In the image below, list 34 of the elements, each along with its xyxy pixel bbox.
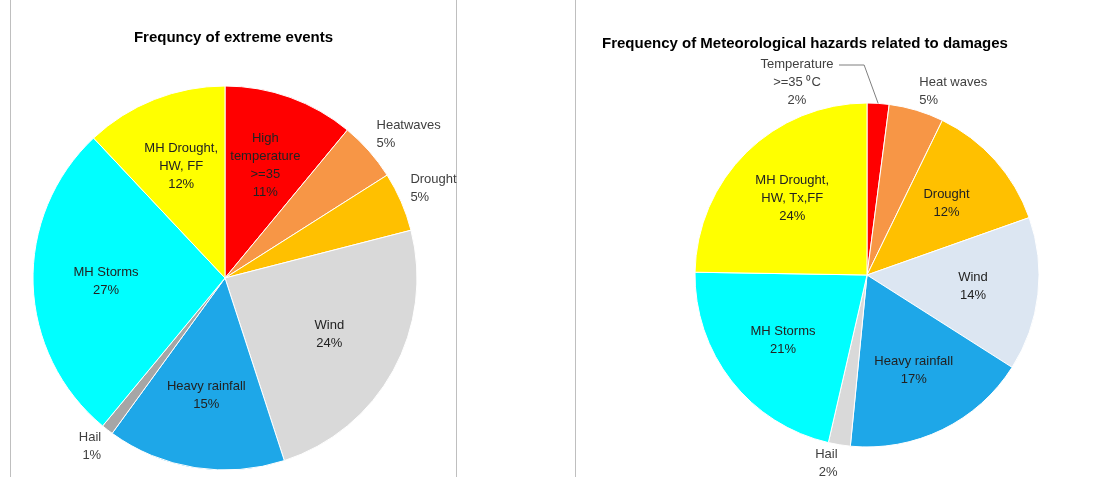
slice-label: Temperature >=35 ⁰C (760, 56, 834, 90)
data-label: 24% (779, 208, 806, 224)
data-label: 12% (933, 204, 960, 220)
slice-label: Hail (78, 429, 102, 445)
slice-label: Heavy rainfall (874, 353, 954, 369)
data-label: 1% (82, 447, 102, 463)
data-label: 2% (818, 464, 839, 477)
data-label: 11% (252, 184, 279, 200)
data-label: 17% (900, 371, 928, 387)
slice-label: High temperature >=35 (230, 130, 301, 182)
slice-label: Heatwaves (376, 117, 442, 133)
slice-label: Heavy rainfall (167, 378, 246, 394)
slice-label: Drought (410, 171, 458, 187)
data-label: 27% (93, 282, 120, 298)
slice-label: MH Drought, HW, FF (144, 140, 219, 174)
slice-label: MH Storms (750, 323, 817, 339)
data-label: 14% (959, 287, 987, 303)
data-label: 24% (316, 335, 343, 351)
slice-label: Wind (958, 269, 988, 285)
slice-label: Wind (314, 317, 345, 333)
data-label: 5% (919, 92, 939, 108)
chart-title: Frequncy of extreme events (132, 28, 335, 45)
data-label: 5% (410, 189, 430, 205)
slice-label: Hail (815, 446, 838, 462)
slice-label: MH Drought, HW, Tx,FF (755, 172, 830, 206)
data-label: 15% (193, 396, 220, 412)
data-label: 12% (168, 176, 195, 192)
slice-label: Heat waves (919, 74, 988, 90)
data-label: 5% (376, 135, 396, 151)
data-label: 2% (787, 92, 807, 108)
slice-label: MH Storms (73, 264, 140, 280)
chart-title: Frequency of Meteorological hazards related to damages (601, 34, 1009, 51)
slice-label: Drought (923, 186, 971, 202)
data-label: 21% (770, 341, 797, 357)
